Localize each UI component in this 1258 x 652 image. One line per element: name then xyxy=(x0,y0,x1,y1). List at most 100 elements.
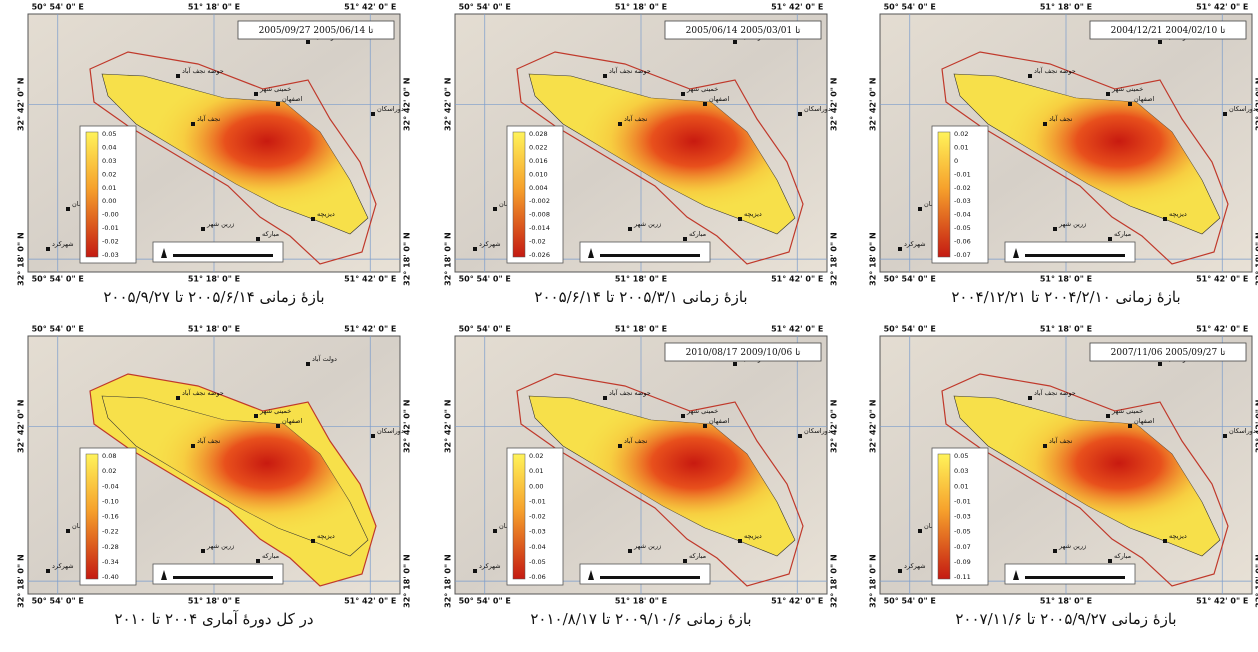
latitude-label: 32° 42' 0" N xyxy=(17,78,26,132)
legend-label: 0.01 xyxy=(529,467,543,475)
legend-label: -0.06 xyxy=(529,573,546,581)
legend-label: 0.05 xyxy=(954,452,968,460)
place-name: دیزیچه xyxy=(317,532,335,540)
legend-label: -0.03 xyxy=(102,251,119,259)
place-marker xyxy=(1028,396,1032,400)
legend-label: 0.004 xyxy=(529,184,548,192)
legend-label: 0.016 xyxy=(529,157,548,165)
place-name: شهرکرد xyxy=(52,562,74,570)
latitude-label: 32° 42' 0" N xyxy=(444,400,453,454)
legend-label: 0.03 xyxy=(954,467,968,475)
place-marker xyxy=(1106,414,1110,418)
latitude-label: 32° 18' 0" N xyxy=(830,554,839,608)
place-name: دوراسکان xyxy=(377,427,404,435)
legend-label: -0.02 xyxy=(954,184,971,192)
place-marker xyxy=(46,569,50,573)
legend-label: 0.04 xyxy=(102,143,116,151)
legend-label: -0.06 xyxy=(954,238,971,246)
place-name: زرین شهر xyxy=(633,542,661,550)
place-marker xyxy=(371,434,375,438)
place-marker xyxy=(256,559,260,563)
place-name: دیزیچه xyxy=(1169,210,1187,218)
scale-bar-box xyxy=(153,242,283,262)
latitude-label: 32° 18' 0" N xyxy=(1255,554,1258,608)
place-marker xyxy=(918,529,922,533)
longitude-label: 50° 54' 0" E xyxy=(459,597,511,606)
legend-label: 0.02 xyxy=(102,170,116,178)
longitude-label: 51° 42' 0" E xyxy=(1196,275,1248,284)
place-name: دیزیچه xyxy=(1169,532,1187,540)
place-marker xyxy=(1053,549,1057,553)
longitude-label: 50° 54' 0" E xyxy=(459,3,511,12)
legend-label: -0.40 xyxy=(102,573,119,581)
latitude-label: 32° 18' 0" N xyxy=(830,232,839,286)
place-name: زرین شهر xyxy=(633,220,661,228)
place-name: خمینی شهر xyxy=(259,407,291,415)
date-range: 2010/08/17 تا 2009/10/06 xyxy=(686,348,801,358)
legend-label: -0.04 xyxy=(102,482,119,490)
figure: حوضه نجف آباداصفهانخمینی شهرنجف آبادزرین… xyxy=(0,0,1258,648)
place-marker xyxy=(1108,559,1112,563)
place-name: دیزیچه xyxy=(744,532,762,540)
legend-label: -0.04 xyxy=(529,543,546,551)
place-marker xyxy=(493,529,497,533)
place-marker xyxy=(733,362,737,366)
longitude-label: 51° 18' 0" E xyxy=(615,275,667,284)
place-marker xyxy=(176,74,180,78)
place-name: نجف آباد xyxy=(197,114,220,123)
place-marker xyxy=(311,539,315,543)
legend-label: -0.28 xyxy=(102,543,119,551)
legend-label: -0.22 xyxy=(102,528,119,536)
legend-label: 0.03 xyxy=(102,157,116,165)
place-name: زرین شهر xyxy=(206,542,234,550)
place-marker xyxy=(1158,40,1162,44)
place-marker xyxy=(681,414,685,418)
longitude-label: 51° 18' 0" E xyxy=(615,597,667,606)
place-marker xyxy=(473,569,477,573)
place-name: خمینی شهر xyxy=(1111,85,1143,93)
place-marker xyxy=(1106,92,1110,96)
place-marker xyxy=(1108,237,1112,241)
legend-label: -0.09 xyxy=(954,558,971,566)
place-marker xyxy=(46,247,50,251)
longitude-label: 51° 42' 0" E xyxy=(344,3,396,12)
place-marker xyxy=(254,414,258,418)
latitude-label: 32° 42' 0" N xyxy=(17,400,26,454)
scale-bar-box xyxy=(153,564,283,584)
place-name: شهرکرد xyxy=(904,240,926,248)
longitude-label: 51° 18' 0" E xyxy=(615,3,667,12)
legend-label: 0.08 xyxy=(102,452,116,460)
place-marker xyxy=(201,549,205,553)
longitude-label: 50° 54' 0" E xyxy=(32,3,84,12)
place-marker xyxy=(628,227,632,231)
legend-label: 0.00 xyxy=(529,482,543,490)
legend-label: -0.16 xyxy=(102,513,119,521)
place-name: دوراسکان xyxy=(804,105,831,113)
place-marker xyxy=(176,396,180,400)
scale-bar-box xyxy=(1005,242,1135,262)
scale-bar xyxy=(1025,254,1125,257)
latitude-label: 32° 18' 0" N xyxy=(869,232,878,286)
place-name: زرین شهر xyxy=(206,220,234,228)
legend-label: -0.11 xyxy=(954,573,971,581)
place-marker xyxy=(1053,227,1057,231)
place-name: اصفهان xyxy=(1134,417,1155,425)
place-name: نجف آباد xyxy=(1049,436,1072,445)
caption: بازهٔ زمانی ۲۰۰۵/۳/۱ تا ۲۰۰۵/۶/۱۴ xyxy=(534,288,747,306)
caption: در کل دورهٔ آماری ۲۰۰۴ تا ۲۰۱۰ xyxy=(114,610,313,628)
place-marker xyxy=(276,102,280,106)
legend-label: -0.04 xyxy=(954,211,971,219)
date-range: 2005/09/27 تا 2005/06/14 xyxy=(259,26,374,36)
legend-label: -0.02 xyxy=(529,238,546,246)
place-name: اصفهان xyxy=(282,95,303,103)
place-name: مبارکه xyxy=(689,552,706,560)
place-name: اصفهان xyxy=(282,417,303,425)
place-marker xyxy=(1163,217,1167,221)
legend-label: 0.00 xyxy=(102,197,116,205)
caption: بازهٔ زمانی ۲۰۰۹/۱۰/۶ تا ۲۰۱۰/۸/۱۷ xyxy=(530,610,751,628)
place-marker xyxy=(1128,102,1132,106)
legend-label: -0.00 xyxy=(102,211,119,219)
longitude-label: 51° 42' 0" E xyxy=(771,3,823,12)
legend-label: 0.010 xyxy=(529,170,548,178)
